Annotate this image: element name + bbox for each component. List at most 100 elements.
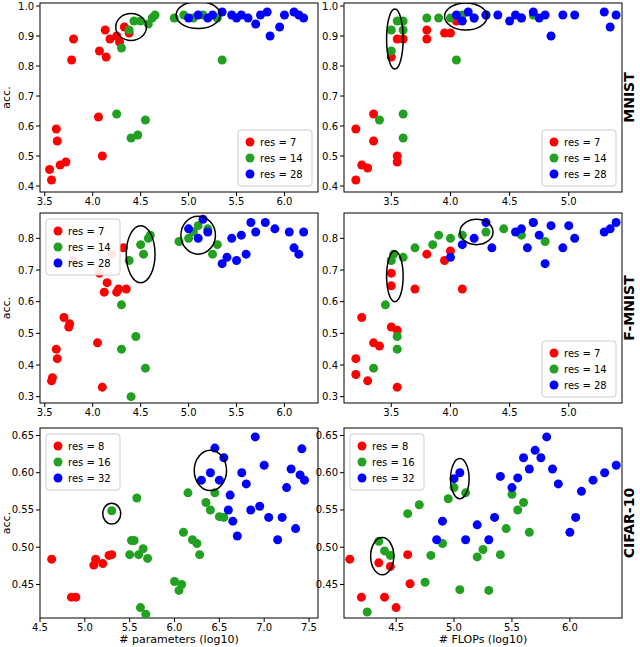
point	[393, 383, 402, 392]
point	[369, 364, 378, 373]
plot-frame	[344, 213, 622, 403]
legend-label: res = 32	[372, 473, 415, 484]
x-tick-label: 4.5	[502, 407, 518, 418]
point	[53, 354, 62, 363]
point	[458, 17, 467, 26]
point	[280, 11, 289, 20]
point	[577, 487, 586, 496]
legend-label: res = 28	[68, 258, 111, 269]
point	[45, 165, 54, 174]
point	[206, 505, 215, 514]
point	[282, 483, 291, 492]
point	[151, 11, 160, 20]
y-tick-label: 0.9	[18, 31, 34, 42]
point	[519, 453, 528, 462]
x-tick-label: 7.0	[256, 622, 272, 633]
legend-label: res = 14	[68, 242, 111, 253]
point	[438, 517, 447, 526]
point	[399, 110, 408, 119]
x-tick-label: 5.5	[229, 407, 245, 418]
point	[260, 461, 269, 470]
legend-box	[542, 130, 616, 186]
point	[117, 44, 126, 53]
point	[415, 500, 424, 509]
point	[525, 464, 534, 473]
y-tick	[340, 584, 344, 585]
point	[61, 158, 70, 167]
point	[387, 269, 396, 278]
legend-marker	[550, 154, 559, 163]
highlight	[116, 14, 147, 41]
legend-marker	[54, 458, 63, 467]
data-area	[45, 3, 308, 185]
point	[535, 231, 544, 240]
point	[461, 535, 470, 544]
y-tick	[36, 36, 40, 37]
x-tick-label: 4.5	[32, 622, 48, 633]
point	[98, 559, 107, 568]
y-tick	[36, 584, 40, 585]
y-tick-label: 0.65	[12, 430, 34, 441]
legend-box	[46, 219, 120, 275]
point	[237, 468, 246, 477]
y-tick-label: 0.8	[18, 233, 34, 244]
point	[208, 11, 217, 20]
point	[434, 231, 443, 240]
point	[287, 464, 296, 473]
point	[410, 285, 419, 294]
point	[125, 26, 134, 35]
y-tick-label: 0.60	[12, 467, 34, 478]
x-tick-label: 4.5	[388, 622, 404, 633]
y-tick	[340, 66, 344, 67]
point	[127, 392, 136, 401]
point	[294, 250, 303, 259]
point	[130, 536, 139, 545]
x-axis-label: # parameters (log10)	[119, 633, 238, 646]
legend-marker	[54, 227, 63, 236]
x-tick-label: 6.0	[562, 622, 578, 633]
point	[507, 483, 516, 492]
y-tick	[340, 270, 344, 271]
x-tick-label: 3.5	[383, 196, 399, 207]
legend-label: res = 28	[564, 380, 607, 391]
x-tick-label: 7.5	[301, 622, 317, 633]
point	[517, 14, 526, 23]
point	[422, 14, 431, 23]
y-tick	[36, 396, 40, 397]
legend: res = 7res = 14res = 28	[542, 341, 616, 397]
x-tick-label: 5.0	[561, 196, 577, 207]
point	[446, 253, 455, 262]
point	[136, 17, 145, 26]
point	[558, 11, 567, 20]
y-tick	[340, 156, 344, 157]
legend-marker	[550, 349, 559, 358]
x-tick-label: 6.0	[276, 407, 292, 418]
point	[502, 524, 511, 533]
legend-label: res = 14	[564, 153, 607, 164]
legend-label: res = 8	[372, 441, 408, 452]
point	[143, 554, 152, 563]
panel: 4.55.05.56.06.57.07.50.450.500.550.600.6…	[0, 428, 318, 646]
y-tick	[36, 435, 40, 436]
point	[237, 231, 246, 240]
y-tick	[36, 333, 40, 334]
legend-label: res = 16	[372, 457, 415, 468]
y-tick	[36, 238, 40, 239]
point	[141, 116, 150, 125]
x-tick-label: 5.0	[181, 196, 197, 207]
point	[357, 593, 366, 602]
point	[570, 11, 579, 20]
y-tick-label: 0.3	[322, 391, 338, 402]
panel-title: MNIST	[621, 72, 637, 123]
y-tick	[340, 365, 344, 366]
point	[570, 234, 579, 243]
point	[71, 593, 80, 602]
x-axis-label: # FLOPs (log10)	[439, 633, 527, 646]
point	[432, 535, 441, 544]
legend: res = 7res = 14res = 28	[46, 219, 120, 275]
y-tick-label: 0.4	[322, 360, 338, 371]
point	[201, 498, 210, 507]
point	[470, 14, 479, 23]
y-tick-label: 0.6	[322, 296, 338, 307]
y-tick-label: 0.4	[322, 181, 338, 192]
